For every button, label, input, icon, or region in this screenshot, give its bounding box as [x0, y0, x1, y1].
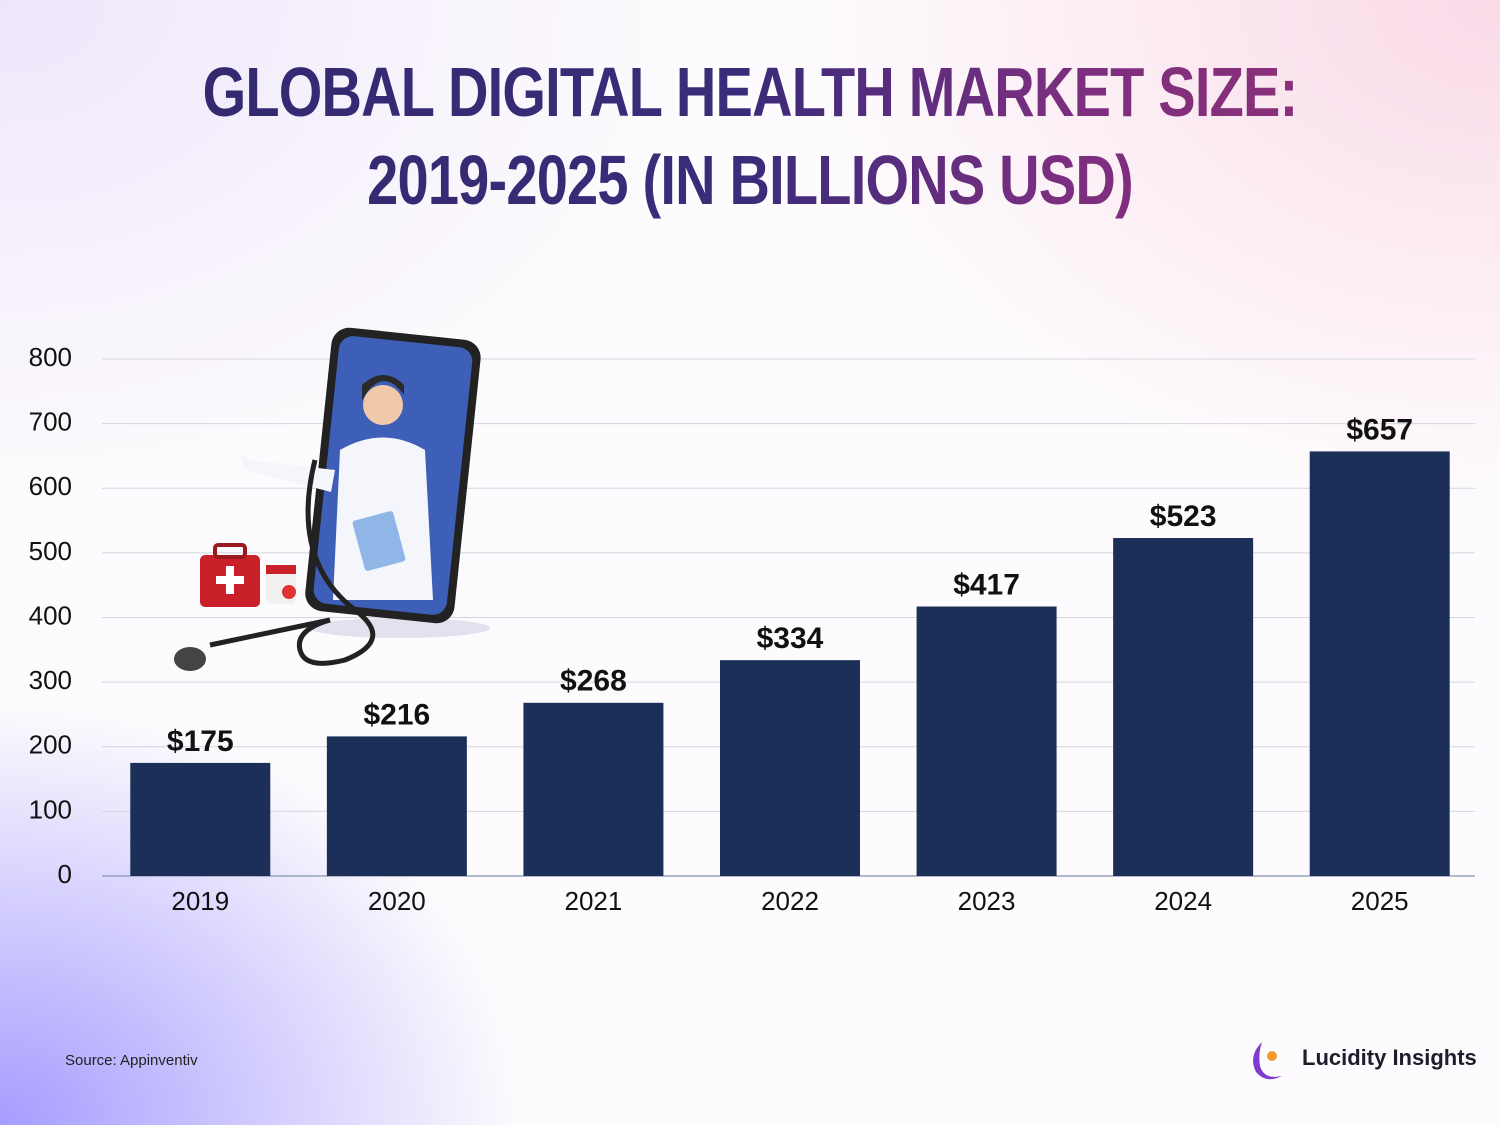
y-tick-label: 500	[29, 536, 72, 566]
y-tick-label: 700	[29, 407, 72, 437]
y-tick-label: 200	[29, 730, 72, 760]
bar	[1309, 451, 1450, 876]
value-label: $268	[560, 665, 627, 698]
bar	[326, 736, 467, 876]
x-tick-label: 2021	[565, 886, 623, 916]
value-label: $334	[757, 622, 824, 655]
bar	[720, 660, 860, 876]
x-tick-label: 2020	[368, 886, 426, 916]
source-note: Source: Appinventiv	[65, 1052, 198, 1069]
brand-name: Lucidity Insights	[1302, 1045, 1477, 1070]
bar	[1113, 538, 1254, 876]
y-tick-label: 0	[58, 859, 72, 889]
y-tick-label: 400	[29, 600, 72, 630]
value-label: $417	[953, 568, 1020, 601]
chart-title: GLOBAL DIGITAL HEALTH MARKET SIZE: 2019-…	[150, 48, 1350, 224]
y-tick-label: 100	[29, 794, 72, 824]
x-tick-label: 2023	[958, 886, 1016, 916]
x-tick-label: 2019	[171, 886, 229, 916]
brand-logo	[1253, 1042, 1282, 1080]
value-label: $216	[363, 698, 430, 731]
bar	[916, 606, 1057, 876]
illustration	[174, 327, 490, 671]
value-label: $175	[167, 725, 234, 758]
x-tick-label: 2022	[761, 886, 819, 916]
bar	[130, 762, 271, 876]
bar	[523, 702, 664, 876]
value-label: $523	[1150, 500, 1217, 533]
y-tick-label: 300	[29, 665, 72, 695]
value-label: $657	[1346, 413, 1413, 446]
y-tick-label: 600	[29, 471, 72, 501]
x-tick-label: 2025	[1351, 886, 1409, 916]
y-tick-label: 800	[29, 342, 72, 372]
x-tick-label: 2024	[1154, 886, 1212, 916]
